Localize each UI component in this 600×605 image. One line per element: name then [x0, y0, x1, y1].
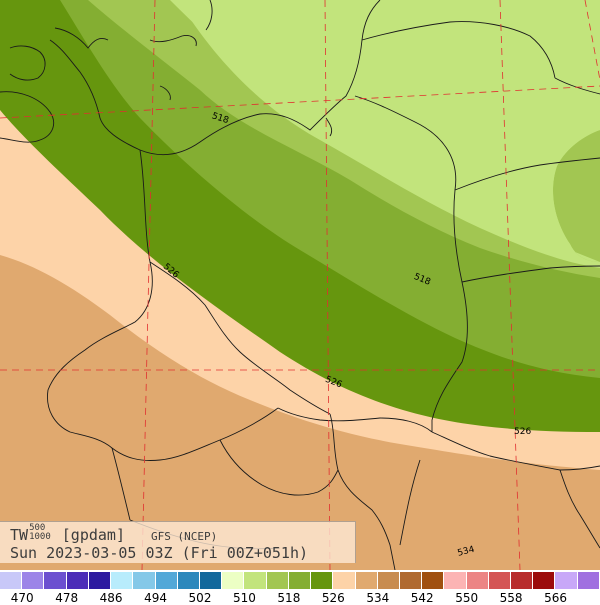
colorbar-label: 486: [99, 591, 123, 605]
colorbar-swatch: [511, 572, 534, 589]
colorbar-label: 510: [232, 591, 256, 605]
colorbar-swatch: [155, 572, 178, 589]
colorbar-label: 566: [544, 591, 567, 605]
colorbar-swatch: [555, 572, 578, 589]
country-borders: [0, 0, 600, 570]
colorbar-label: 470: [10, 591, 34, 605]
colorbar-swatch: [466, 572, 489, 589]
units-text: [gpdam]: [61, 526, 125, 544]
contour-label: 526: [514, 427, 531, 437]
datetime-text: Sun 2023-03-05 03Z (Fri 00Z+051h): [10, 544, 309, 562]
colorbar-swatch: [399, 572, 423, 589]
colorbar-label: 526: [321, 591, 345, 605]
bottom-level: 1000: [29, 531, 51, 542]
colorbar-swatch: [111, 572, 134, 589]
info-box: TW 500 1000 [gpdam] GFS (NCEP) Sun 2023-03-…: [0, 521, 356, 563]
colorbar-swatch: [488, 572, 512, 589]
colorbar-swatch: [355, 572, 378, 589]
colorbar-swatch: [333, 572, 356, 589]
colorbar-swatch: [44, 572, 67, 589]
map-area: 518 526 518 526 526 534: [0, 0, 600, 570]
colorbar-swatch: [311, 572, 334, 589]
colorbar-swatch: [444, 572, 467, 589]
variable-name: TW: [10, 526, 29, 544]
colorbar-swatch: [222, 572, 245, 589]
colorbar: [0, 572, 600, 589]
colorbar-labels: 470 478 486 494 502 510 518 526 534 542 550 558 566: [0, 589, 600, 605]
colorbar-label: 502: [188, 591, 212, 605]
colorbar-swatch: [288, 572, 312, 589]
colorbar-swatch: [266, 572, 289, 589]
colorbar-swatch: [533, 572, 556, 589]
colorbar-swatch: [133, 572, 156, 589]
top-level: 500: [29, 522, 46, 533]
colorbar-swatch: [0, 572, 23, 589]
info-title-line: TW 500 1000 [gpdam] GFS (NCEP): [10, 522, 355, 545]
colorbar-swatch: [577, 572, 600, 589]
colorbar-swatch: [177, 572, 200, 589]
colorbar-label: 550: [455, 591, 479, 605]
colorbar-swatch: [66, 572, 89, 589]
colorbar-label: 534: [366, 591, 390, 605]
colorbar-swatch: [199, 572, 223, 589]
colorbar-swatch: [377, 572, 400, 589]
level-fraction: 500 1000: [29, 522, 51, 542]
colorbar-label: 558: [499, 591, 523, 605]
colorbar-swatch: [422, 572, 445, 589]
colorbar-label: 518: [277, 591, 301, 605]
colorbar-label: 478: [55, 591, 79, 605]
colorbar-swatch: [88, 572, 112, 589]
colorbar-swatch: [244, 572, 267, 589]
contour-label: 534: [457, 545, 476, 559]
colorbar-label: 494: [144, 591, 167, 605]
grid-lines: [0, 0, 600, 570]
model-name: GFS (NCEP): [151, 530, 218, 543]
colorbar-swatch: [22, 572, 45, 589]
band-light-green-lobe: [178, 0, 600, 268]
colorbar-label: 542: [410, 591, 434, 605]
